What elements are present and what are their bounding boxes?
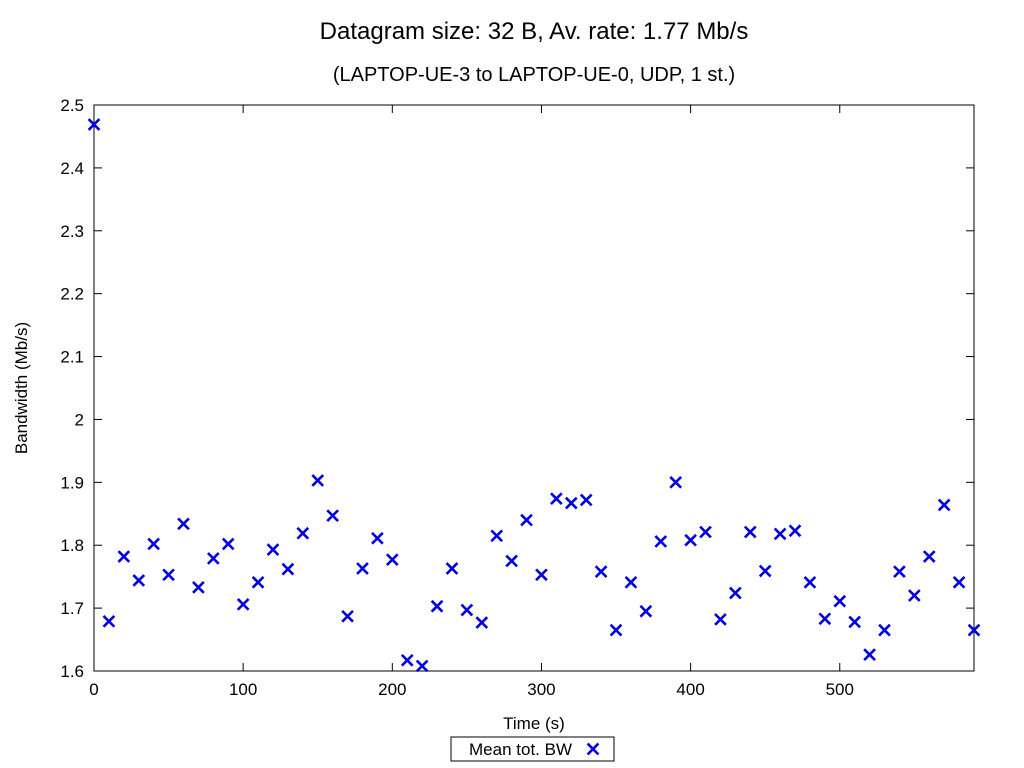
data-point [505, 554, 518, 568]
data-point [669, 475, 683, 489]
data-point [594, 565, 608, 578]
legend-marker-icon [586, 742, 600, 756]
plot-frame [93, 104, 975, 672]
data-point [893, 565, 906, 578]
data-point [206, 552, 220, 565]
data-point [400, 653, 414, 667]
y-tick-label: 1.6 [60, 662, 84, 681]
data-point [221, 537, 235, 551]
data-point [445, 562, 459, 575]
x-tick-label: 500 [826, 680, 854, 699]
data-point [535, 568, 548, 582]
data-point [326, 509, 339, 523]
y-tick-label: 2.1 [60, 348, 84, 367]
y-tick-label: 2.4 [60, 159, 84, 178]
legend: Mean tot. BW [450, 736, 615, 762]
data-point [743, 525, 757, 539]
chart-subtitle: (LAPTOP-UE-3 to LAPTOP-UE-0, UDP, 1 st.) [333, 64, 735, 86]
data-point [296, 526, 310, 540]
data-point [699, 525, 712, 539]
data-point [430, 599, 444, 613]
data-point [117, 550, 131, 563]
data-point [415, 659, 429, 673]
data-point [818, 612, 832, 626]
data-point [788, 524, 802, 538]
data-point [639, 604, 653, 618]
data-point [311, 474, 325, 487]
data-point [102, 614, 116, 628]
data-point [251, 575, 265, 589]
data-point [803, 575, 817, 589]
data-point [371, 531, 384, 545]
y-tick-label: 2.3 [60, 222, 84, 241]
data-point [356, 562, 369, 575]
legend-marker [586, 742, 600, 756]
data-point [922, 550, 936, 563]
data-point [87, 118, 101, 131]
x-axis: 0 100 200 300 400 500 [89, 105, 854, 699]
data-point [758, 564, 772, 578]
data-point [281, 562, 295, 576]
x-tick-label: 300 [527, 680, 555, 699]
data-point [773, 527, 787, 541]
y-axis-label: Bandwidth (Mb/s) [12, 322, 31, 454]
data-point [952, 575, 966, 589]
data-point [878, 623, 891, 637]
data-point [967, 623, 981, 637]
legend-box [450, 736, 615, 762]
data-point [684, 533, 697, 547]
data-point [729, 586, 742, 600]
y-tick-label: 2.5 [60, 96, 84, 115]
data-point [520, 513, 533, 527]
data-point [654, 535, 668, 548]
data-point [341, 609, 354, 623]
data-point [609, 623, 623, 637]
data-point [132, 574, 146, 587]
data-point [863, 648, 876, 661]
y-tick-label: 1.7 [60, 599, 84, 618]
data-point [908, 589, 921, 602]
data-point [624, 575, 638, 589]
series-mean-tot-bw [87, 118, 981, 673]
x-axis-label: Time (s) [503, 714, 565, 733]
data-point [177, 517, 190, 531]
chart-title: Datagram size: 32 B, Av. rate: 1.77 Mb/s [320, 18, 749, 45]
data-point [460, 603, 474, 617]
data-point [848, 615, 862, 629]
x-tick-label: 0 [89, 680, 98, 699]
data-point [564, 496, 578, 510]
data-point [162, 568, 175, 582]
data-point [579, 493, 593, 507]
y-tick-label: 2.2 [60, 285, 84, 304]
data-point [147, 537, 160, 551]
data-point [192, 581, 205, 594]
data-point [475, 616, 489, 629]
y-axis: 1.6 1.7 1.8 1.9 2 2.1 2.2 2.3 2.4 2.5 [60, 96, 974, 681]
y-tick-label: 1.8 [60, 536, 84, 555]
data-point [385, 553, 399, 567]
y-tick-label: 1.9 [60, 473, 84, 492]
data-point [236, 597, 250, 611]
legend-label: Mean tot. BW [469, 740, 572, 759]
x-tick-label: 200 [378, 680, 406, 699]
data-point [833, 594, 847, 608]
y-tick-label: 2 [75, 410, 84, 429]
data-point [714, 613, 727, 626]
data-point [550, 492, 563, 506]
data-point [937, 498, 951, 512]
x-tick-label: 400 [676, 680, 704, 699]
x-tick-label: 100 [229, 680, 257, 699]
data-point [266, 543, 280, 556]
data-point [490, 529, 504, 543]
